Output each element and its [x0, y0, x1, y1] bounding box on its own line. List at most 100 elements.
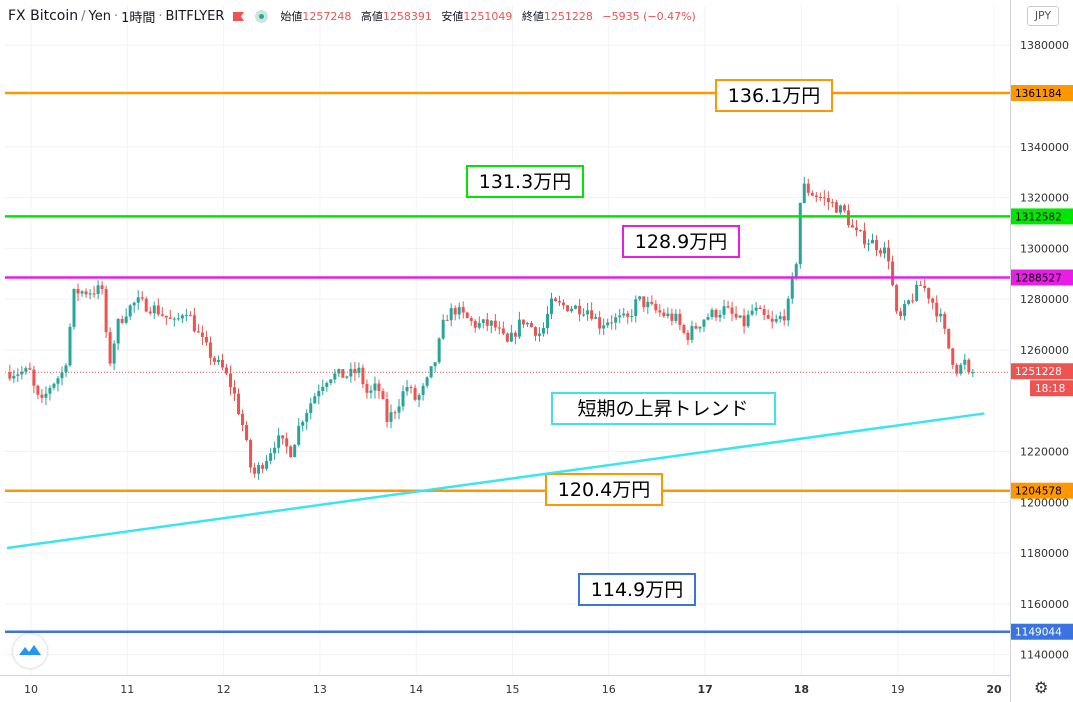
candle-body [309, 403, 313, 414]
level-annotation-label: 120.4万円 [558, 479, 650, 501]
candle-body [842, 205, 846, 211]
candle-body [196, 331, 200, 333]
candle-body [537, 333, 541, 336]
candle-body [164, 315, 168, 318]
candle-body [770, 318, 774, 322]
open-label: 始値 [280, 10, 303, 23]
price-level-axis-label: 1149044 [1015, 627, 1062, 639]
candle-body [84, 291, 88, 295]
candle-body [208, 342, 212, 358]
candle-body [389, 412, 393, 422]
candle-body [967, 359, 971, 373]
candle-body [88, 293, 92, 295]
candle-body [662, 312, 666, 317]
candle-body [614, 317, 618, 323]
candle-body [618, 315, 622, 318]
candle-body [738, 315, 742, 318]
candle-body [245, 424, 249, 440]
candle-body [68, 326, 72, 366]
trendline-annotation-box [551, 392, 776, 425]
candle-body [582, 314, 586, 316]
level-annotation-box [622, 225, 740, 258]
tradingview-logo-icon[interactable] [13, 634, 47, 668]
candle-body [457, 307, 461, 315]
candle-body [501, 328, 505, 334]
candle-body [473, 320, 477, 328]
candle-body [377, 383, 381, 392]
candle-body [108, 332, 112, 364]
y-tick-label: 1260000 [1020, 344, 1069, 357]
candle-body [313, 396, 317, 404]
price-level-axis-label: 1361184 [1015, 88, 1062, 100]
y-tick-label: 1320000 [1020, 192, 1069, 205]
candle-body [931, 298, 935, 303]
candle-body [754, 307, 758, 311]
candle-body [224, 367, 228, 374]
candle-body [233, 387, 237, 394]
candle-body [437, 338, 441, 363]
candle-body [477, 322, 481, 328]
high-value: 1258391 [382, 10, 432, 23]
countdown-label: 18:18 [1035, 383, 1065, 395]
candle-body [413, 387, 417, 400]
candle-body [915, 284, 919, 301]
candle-body [92, 293, 96, 295]
candle-body [369, 390, 373, 393]
interval-label[interactable]: 1時間 [121, 10, 156, 26]
candle-body [947, 328, 951, 349]
candle-body [730, 307, 734, 314]
candle-body [638, 296, 642, 300]
candle-body [722, 306, 726, 315]
candle-body [806, 183, 810, 193]
candle-body [891, 261, 895, 286]
candle-body [570, 308, 574, 312]
candle-body [802, 183, 806, 203]
x-tick-label: 16 [602, 683, 616, 696]
candle-body [782, 316, 786, 321]
candle-body [529, 322, 533, 328]
candle-body [333, 373, 337, 380]
candle-body [56, 378, 60, 384]
x-tick-label: 15 [506, 683, 520, 696]
currency-button[interactable]: JPY [1027, 6, 1059, 26]
candle-body [76, 288, 80, 294]
candle-body [794, 264, 798, 277]
candle-body [951, 348, 955, 365]
candle-body [590, 310, 594, 319]
candle-body [955, 364, 959, 374]
candle-body [858, 230, 862, 232]
candle-body [12, 375, 16, 379]
candle-body [337, 369, 341, 374]
candle-body [289, 446, 293, 458]
candle-body [397, 406, 401, 413]
candle-body [277, 435, 281, 448]
candle-body [401, 391, 405, 407]
candle-body [481, 319, 485, 323]
separator: · [113, 8, 119, 24]
close-value: 1251228 [543, 10, 593, 23]
y-tick-label: 1140000 [1020, 649, 1069, 662]
candle-body [558, 301, 562, 303]
candle-body [48, 387, 52, 394]
exchange-label: BITFLYER [165, 8, 225, 24]
y-tick-label: 1200000 [1020, 496, 1069, 509]
candle-body [325, 383, 329, 387]
candle-body [393, 412, 397, 414]
candle-body [28, 368, 32, 370]
symbol-name[interactable]: FX Bitcoin [8, 8, 79, 24]
candle-body [586, 310, 590, 315]
candle-body [493, 320, 497, 328]
x-tick-label: 12 [217, 683, 231, 696]
candle-body [903, 303, 907, 316]
level-annotation-label: 131.3万円 [479, 171, 571, 193]
candle-body [184, 315, 188, 317]
candle-body [505, 333, 509, 342]
candle-body [469, 317, 473, 321]
price-level-axis-tag [1011, 269, 1073, 286]
gear-icon[interactable]: ⚙ [1034, 678, 1049, 697]
open-value: 1257248 [302, 10, 352, 23]
flag-icon[interactable] [232, 11, 245, 22]
candle-body [533, 327, 537, 336]
candle-body [622, 313, 626, 316]
